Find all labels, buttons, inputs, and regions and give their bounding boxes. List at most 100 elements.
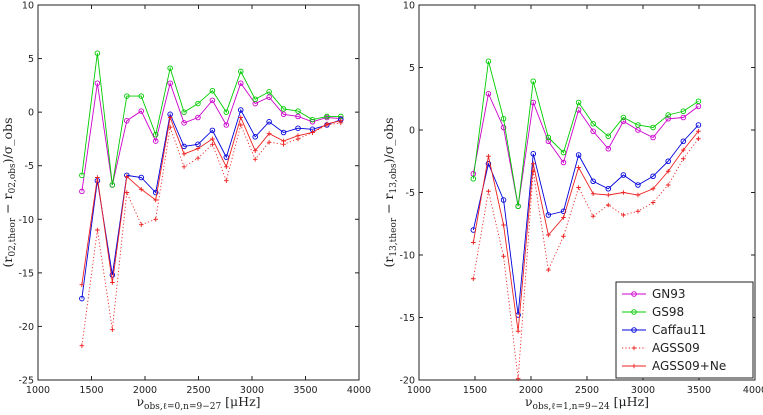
data-point xyxy=(665,112,671,118)
series-line-gs98 xyxy=(81,53,341,186)
data-point xyxy=(295,133,301,139)
data-point xyxy=(650,186,656,192)
data-point xyxy=(620,172,627,178)
plot-frame xyxy=(37,4,360,381)
data-point xyxy=(515,328,521,334)
data-point xyxy=(665,158,671,164)
series-line-agss09 xyxy=(81,122,341,346)
data-point xyxy=(515,376,521,382)
data-point xyxy=(210,136,215,142)
data-point xyxy=(195,146,201,151)
y-tick-label: -5 xyxy=(25,161,34,172)
data-point xyxy=(680,138,687,144)
series-gn93 xyxy=(470,90,702,209)
data-point xyxy=(79,343,85,349)
data-point xyxy=(153,216,158,222)
data-point xyxy=(561,233,566,239)
data-point xyxy=(181,164,187,170)
data-point xyxy=(635,192,641,198)
data-point xyxy=(95,175,100,180)
data-point xyxy=(224,164,229,170)
data-point xyxy=(605,133,612,139)
data-point xyxy=(210,141,215,147)
data-point xyxy=(295,108,301,114)
data-point xyxy=(575,99,582,106)
data-point xyxy=(238,107,244,113)
data-point xyxy=(110,280,115,285)
data-point xyxy=(138,222,144,227)
data-point xyxy=(485,58,492,65)
series-gs98 xyxy=(470,58,702,209)
data-point xyxy=(181,109,187,115)
data-point xyxy=(471,276,476,282)
y-tick-label: 0 xyxy=(409,126,415,137)
data-point xyxy=(695,98,702,104)
series-line-caffau11 xyxy=(472,124,699,316)
data-point xyxy=(324,121,330,127)
data-point xyxy=(324,113,330,120)
data-point xyxy=(695,122,702,128)
y-tick-label: -25 xyxy=(18,376,34,387)
data-point xyxy=(620,114,627,121)
legend-label: GS98 xyxy=(652,305,684,319)
y-tick-label: -20 xyxy=(18,322,34,333)
data-point xyxy=(576,185,581,190)
data-point xyxy=(621,190,626,195)
data-point xyxy=(124,117,130,124)
x-tick-label: 2500 xyxy=(186,385,210,396)
legend: GN93 GS98 Caffau11 AGSS09 AGSS09+Ne xyxy=(615,281,754,379)
x-tick-label: 1500 xyxy=(79,385,103,396)
data-point xyxy=(79,188,85,195)
x-tick-label: 1000 xyxy=(26,385,50,396)
legend-entry-caffau11: Caffau11 xyxy=(622,323,706,337)
data-point xyxy=(153,197,158,203)
data-point xyxy=(485,90,492,97)
series-line-gs98 xyxy=(472,61,699,207)
data-point xyxy=(252,96,258,103)
data-point xyxy=(223,154,230,160)
data-point xyxy=(195,114,201,121)
data-point xyxy=(665,182,671,188)
data-point xyxy=(605,202,611,208)
data-point xyxy=(621,212,626,218)
data-point xyxy=(338,118,344,124)
x-tick-label: 3500 xyxy=(687,385,711,396)
data-point xyxy=(252,148,258,154)
data-point xyxy=(590,213,596,219)
data-point xyxy=(79,172,85,179)
data-point xyxy=(94,50,101,56)
data-point xyxy=(152,138,159,144)
data-point xyxy=(605,145,612,152)
series-caffau11 xyxy=(470,122,702,318)
data-point xyxy=(238,122,244,128)
data-point xyxy=(545,138,552,144)
data-point xyxy=(501,222,506,228)
data-point xyxy=(124,174,130,179)
data-point xyxy=(110,327,115,332)
data-point xyxy=(500,124,507,131)
data-point xyxy=(223,122,230,128)
y-tick-label: -10 xyxy=(18,215,34,226)
data-point xyxy=(650,134,656,141)
y-axis-label: (r02,theor − r02,obs)/σ_obs xyxy=(0,118,18,268)
data-point xyxy=(560,149,567,156)
y-tick-label: -20 xyxy=(399,376,415,387)
data-point xyxy=(471,240,476,245)
data-point xyxy=(665,168,671,174)
data-point xyxy=(266,139,272,145)
x-tick-label: 4000 xyxy=(743,385,763,396)
data-point xyxy=(590,178,596,184)
series-line-agss09-ne xyxy=(81,115,341,285)
series-agss09 xyxy=(471,136,701,382)
x-tick-label: 2500 xyxy=(575,385,599,396)
x-tick-label: 2000 xyxy=(133,385,157,396)
data-point xyxy=(181,151,187,157)
data-point xyxy=(635,122,641,128)
legend-marker xyxy=(631,363,637,369)
y-tick-label: -15 xyxy=(18,268,34,279)
data-point xyxy=(696,136,701,142)
legend-label: Caffau11 xyxy=(652,323,706,337)
data-point xyxy=(530,161,536,167)
data-point xyxy=(152,189,159,196)
